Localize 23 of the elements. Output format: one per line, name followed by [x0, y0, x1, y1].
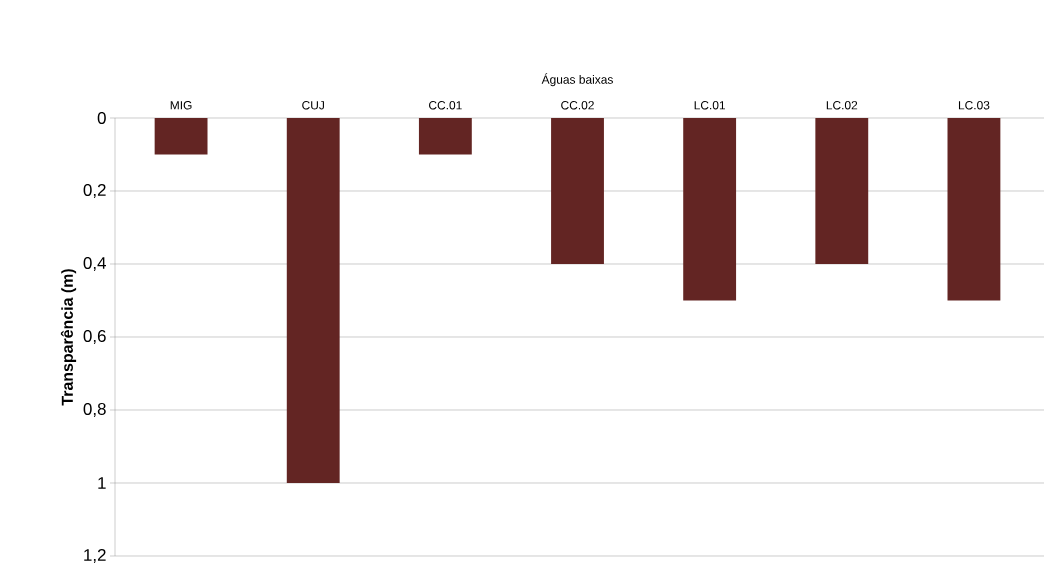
y-tick-label: 0,8	[83, 402, 106, 417]
x-tick-label: LC.03	[958, 101, 990, 110]
x-tick-label: CC.01	[429, 101, 462, 110]
x-tick-label: LC.02	[826, 101, 858, 110]
y-axis-title: Transparência (m)	[60, 269, 77, 406]
bar	[815, 117, 869, 264]
y-tick-label: 0,4	[83, 256, 106, 271]
x-tick-label: CC.02	[561, 101, 594, 110]
x-axis-title: Águas baixas	[541, 73, 613, 87]
bar	[154, 117, 208, 155]
y-tick-label: 0,2	[83, 183, 106, 198]
bar	[286, 117, 340, 483]
bar	[947, 117, 1001, 301]
bar	[683, 117, 737, 301]
bar	[551, 117, 604, 264]
x-tick-label: LC.01	[694, 101, 726, 110]
y-tick-label: 0	[97, 111, 106, 124]
y-tick-label: 1,2	[84, 548, 106, 563]
y-tick-label: 0,6	[83, 329, 106, 344]
x-tick-label: MIG	[170, 101, 192, 110]
y-tick-label: 1	[98, 477, 106, 489]
x-tick-label: CUJ	[302, 101, 324, 110]
bar	[418, 117, 472, 155]
